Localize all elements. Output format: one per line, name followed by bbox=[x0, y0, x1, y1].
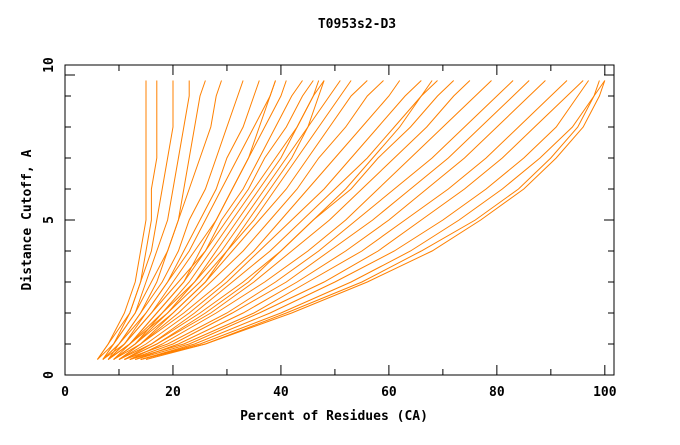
series-line-25 bbox=[129, 80, 530, 360]
series-line-8 bbox=[107, 80, 260, 360]
y-tick-label: 10 bbox=[42, 57, 57, 73]
x-tick-label: 100 bbox=[593, 385, 617, 400]
series-line-27 bbox=[129, 80, 568, 360]
series-line-28 bbox=[135, 80, 584, 360]
series-line-33 bbox=[118, 80, 325, 360]
series-line-6 bbox=[97, 80, 222, 360]
series-line-16 bbox=[113, 80, 368, 360]
chart-title: T0953s2-D3 bbox=[318, 17, 396, 32]
series-line-14 bbox=[113, 80, 341, 360]
plot-frame bbox=[64, 64, 615, 376]
series-line-19 bbox=[118, 80, 422, 360]
x-tick-label: 60 bbox=[381, 385, 397, 400]
series-line-20 bbox=[124, 80, 438, 360]
series-line-18 bbox=[113, 80, 401, 360]
series-line-2 bbox=[102, 80, 158, 360]
x-axis-label: Percent of Residues (CA) bbox=[240, 409, 428, 424]
y-axis-label: Distance Cutoff, A bbox=[20, 149, 35, 290]
y-tick-label: 0 bbox=[42, 371, 57, 379]
axis-ticks: 0 20 40 60 80 100 0 5 10 bbox=[42, 57, 617, 400]
series-line-23 bbox=[129, 80, 492, 360]
series-line-26 bbox=[135, 80, 546, 360]
series-line-3 bbox=[96, 80, 174, 360]
series-line-29 bbox=[140, 80, 590, 360]
series-line-30 bbox=[140, 80, 606, 360]
series-line-24 bbox=[124, 80, 514, 360]
y-tick-label: 5 bbox=[42, 216, 57, 224]
series-line-12 bbox=[102, 80, 314, 360]
series-line-7 bbox=[102, 80, 244, 360]
x-tick-label: 0 bbox=[61, 385, 69, 400]
series-line-1 bbox=[96, 80, 147, 360]
series-line-9 bbox=[102, 80, 276, 360]
x-tick-label: 40 bbox=[273, 385, 289, 400]
series-lines bbox=[96, 80, 606, 360]
series-line-31 bbox=[145, 80, 606, 360]
series-line-15 bbox=[107, 80, 352, 360]
series-line-34 bbox=[113, 80, 320, 360]
series-line-22 bbox=[124, 80, 471, 360]
series-line-32 bbox=[140, 80, 600, 360]
x-tick-label: 20 bbox=[165, 385, 181, 400]
series-line-36 bbox=[107, 80, 276, 360]
x-tick-label: 80 bbox=[489, 385, 505, 400]
series-line-35 bbox=[124, 80, 433, 360]
series-line-17 bbox=[118, 80, 384, 360]
